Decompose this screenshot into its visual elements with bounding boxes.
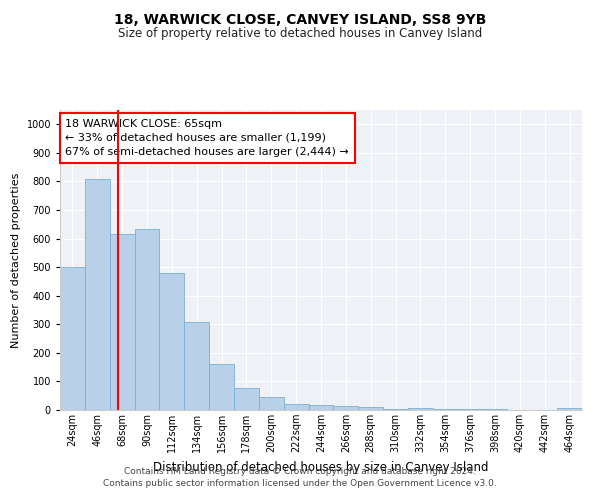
Bar xyxy=(184,322,209,410)
Bar xyxy=(209,364,234,410)
Bar xyxy=(458,409,482,410)
Text: Size of property relative to detached houses in Canvey Island: Size of property relative to detached ho… xyxy=(118,28,482,40)
Bar xyxy=(308,404,334,410)
Bar xyxy=(259,396,284,410)
Bar xyxy=(134,228,160,410)
Bar xyxy=(557,408,582,410)
Bar xyxy=(482,409,508,410)
X-axis label: Distribution of detached houses by size in Canvey Island: Distribution of detached houses by size … xyxy=(153,460,489,473)
Y-axis label: Number of detached properties: Number of detached properties xyxy=(11,172,21,348)
Bar xyxy=(60,267,85,410)
Bar xyxy=(110,234,134,410)
Bar xyxy=(433,409,458,410)
Bar xyxy=(284,404,308,410)
Bar xyxy=(383,408,408,410)
Bar xyxy=(358,407,383,410)
Text: 18 WARWICK CLOSE: 65sqm
← 33% of detached houses are smaller (1,199)
67% of semi: 18 WARWICK CLOSE: 65sqm ← 33% of detache… xyxy=(65,119,349,157)
Bar xyxy=(408,408,433,410)
Text: Contains HM Land Registry data © Crown copyright and database right 2024.
Contai: Contains HM Land Registry data © Crown c… xyxy=(103,466,497,487)
Bar xyxy=(85,179,110,410)
Text: 18, WARWICK CLOSE, CANVEY ISLAND, SS8 9YB: 18, WARWICK CLOSE, CANVEY ISLAND, SS8 9Y… xyxy=(114,12,486,26)
Bar xyxy=(234,388,259,410)
Bar xyxy=(160,274,184,410)
Bar xyxy=(334,406,358,410)
